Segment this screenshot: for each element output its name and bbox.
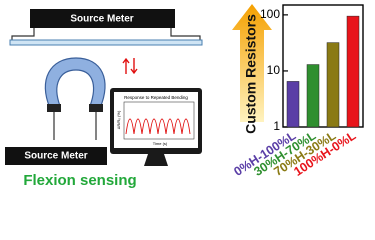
- monitor-ylabel: ΔR/R₀ (%): [116, 110, 121, 129]
- meter-box: [30, 9, 175, 28]
- bar: [306, 64, 320, 128]
- sensor-strip: [9, 39, 203, 46]
- caption: Flexion sensing: [23, 172, 136, 189]
- bend-arrows: [122, 57, 138, 75]
- monitor-curve: [125, 118, 191, 135]
- arrow-label: Custom Resistors: [243, 14, 259, 134]
- bar: [346, 15, 360, 128]
- bar: [286, 81, 300, 128]
- monitor-title: Response to Repeated Bending: [124, 95, 188, 100]
- monitor-stand: [144, 154, 168, 166]
- y-tick-label: 100: [260, 7, 280, 21]
- wire: [53, 112, 97, 140]
- clip: [47, 104, 61, 112]
- monitor-axes: [123, 101, 195, 140]
- y-tick-label: 10: [267, 63, 281, 77]
- figure: Source Meter Source Meter Response to Re…: [5, 4, 364, 189]
- clip: [89, 104, 103, 112]
- y-tick-label: 1: [273, 119, 280, 133]
- plot-frame: [282, 4, 364, 128]
- monitor-xlabel: Time (s): [153, 141, 168, 146]
- wire: [11, 28, 201, 42]
- screen: [114, 92, 198, 148]
- bent-sensor: [44, 57, 106, 109]
- bar-chart: 1101000%H-100%L30%H-70%L70%H-30%L100%H-0…: [231, 4, 364, 179]
- up-arrow: [232, 4, 272, 122]
- meter-box: [5, 147, 107, 165]
- bar: [326, 42, 340, 128]
- meter-label: Source Meter: [24, 151, 87, 162]
- meter-label: Source Meter: [70, 14, 133, 25]
